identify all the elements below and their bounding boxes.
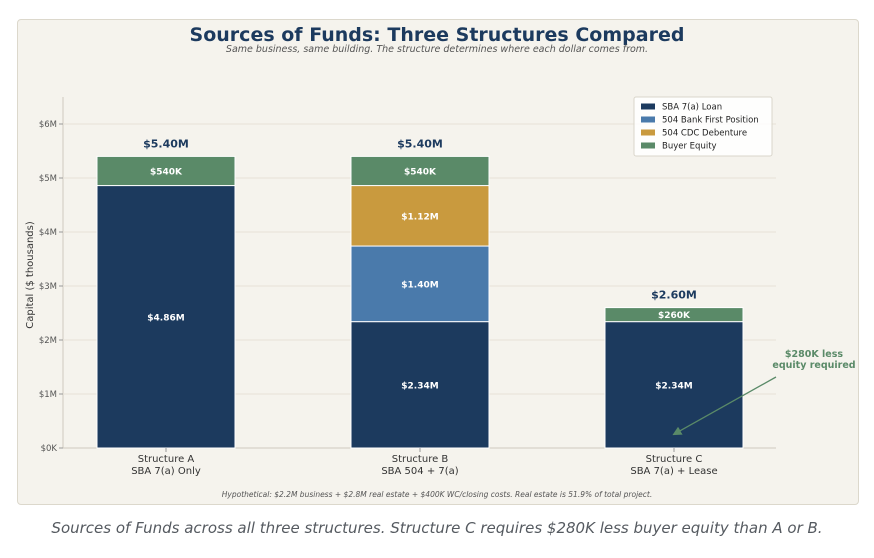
figure-caption: Sources of Funds across all three struct… — [51, 519, 823, 537]
bar-value-label: $260K — [658, 311, 691, 321]
annotation-arrow — [672, 376, 777, 436]
x-tick-label-line1: Structure C — [646, 454, 703, 465]
bar-total-label: $5.40M — [143, 137, 189, 150]
bar-value-label: $540K — [404, 167, 437, 177]
legend-label: 504 CDC Debenture — [662, 129, 747, 139]
chart-subtitle: Same business, same building. The struct… — [226, 44, 648, 55]
bar-segment — [350, 155, 490, 187]
bar-value-label: $540K — [150, 167, 183, 177]
bar-total-label: $2.60M — [651, 289, 697, 302]
bar-segment — [350, 245, 490, 323]
legend-swatch — [641, 103, 655, 110]
legend-swatch — [641, 142, 655, 149]
footnote: Hypothetical: $2.2M business + $2.8M rea… — [222, 490, 652, 499]
bar-segment — [96, 155, 236, 187]
bar-total-label: $5.40M — [397, 137, 443, 150]
annotation-line-1: $280K less — [785, 349, 843, 360]
x-tick-label-line1: Structure B — [392, 454, 449, 465]
bar-value-label: $1.40M — [401, 280, 438, 290]
stacked-bar-chart: Sources of Funds: Three Structures Compa… — [25, 24, 856, 499]
bar-value-label: $4.86M — [147, 313, 184, 323]
x-tick-label-line2: SBA 504 + 7(a) — [381, 466, 458, 477]
legend-label: SBA 7(a) Loan — [662, 103, 722, 113]
bar-value-label: $2.34M — [401, 381, 438, 391]
y-tick-label: $3M — [39, 282, 57, 292]
y-axis-label: Capital ($ thousands) — [25, 221, 36, 329]
legend-label: 504 Bank First Position — [662, 116, 759, 126]
y-tick-label: $1M — [39, 390, 57, 400]
bars: $4.86M $540K $5.40M $2.34M $1.40M $1.12M $540K… — [96, 137, 744, 449]
legend-label: Buyer Equity — [662, 142, 717, 152]
bar-value-label: $1.12M — [401, 212, 438, 222]
legend-swatch — [641, 129, 655, 136]
y-tick-label: $6M — [39, 120, 57, 130]
bar-segment — [350, 185, 490, 247]
chart-title: Sources of Funds: Three Structures Compa… — [190, 24, 685, 46]
y-tick-label: $5M — [39, 174, 57, 184]
y-tick-label: $2M — [39, 336, 57, 346]
y-tick-label: $0K — [41, 444, 58, 454]
annotation-line-2: equity required — [772, 360, 855, 371]
bar-segment — [96, 185, 236, 449]
bar-segment — [604, 307, 744, 323]
bar-value-label: $2.34M — [655, 381, 692, 391]
bar-segment — [350, 321, 490, 449]
legend-swatch — [641, 116, 655, 123]
legend-frame — [633, 96, 773, 157]
annotation: $280K less equity required — [672, 349, 856, 436]
legend: SBA 7(a) Loan 504 Bank First Position 504 … — [633, 96, 773, 157]
y-tick-label: $4M — [39, 228, 57, 238]
x-tick-label-line2: SBA 7(a) + Lease — [630, 466, 717, 477]
x-tick-label-line2: SBA 7(a) Only — [131, 466, 201, 477]
x-tick-label-line1: Structure A — [138, 454, 195, 465]
